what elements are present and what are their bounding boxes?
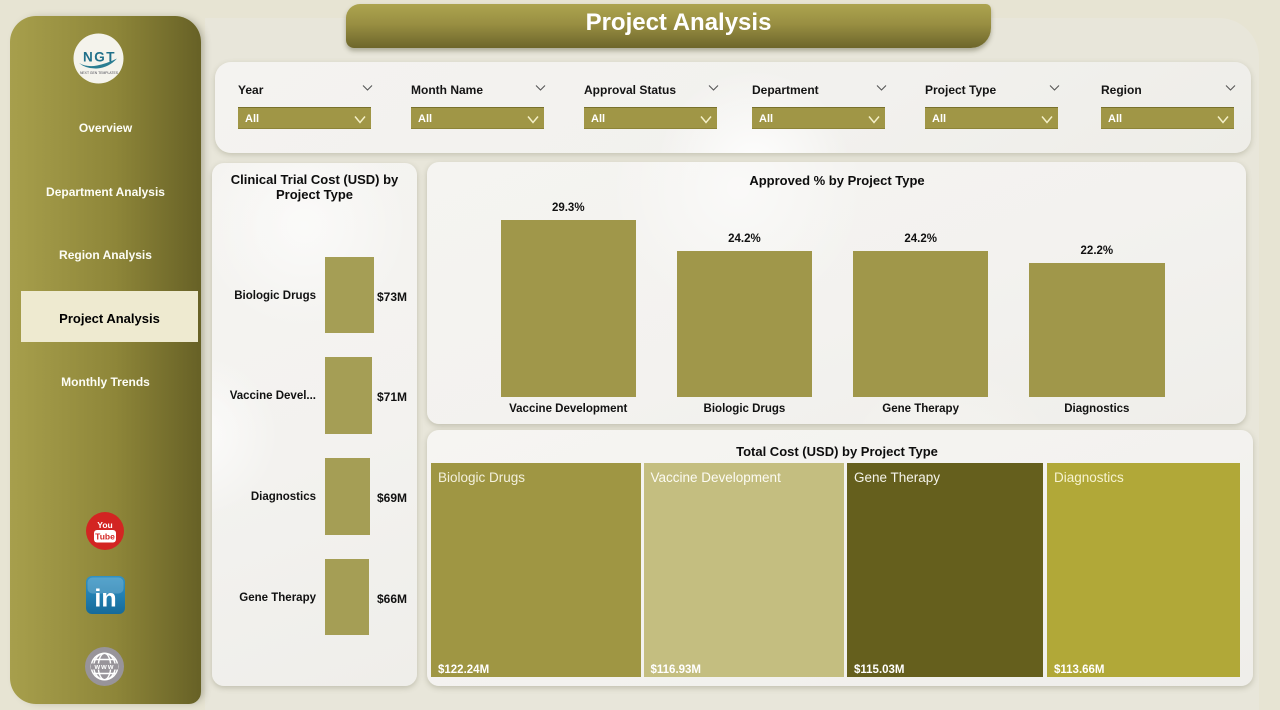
svg-text:You: You bbox=[97, 520, 112, 530]
svg-text:Tube: Tube bbox=[95, 532, 115, 542]
svg-text:www: www bbox=[93, 662, 114, 671]
svg-text:NGT: NGT bbox=[83, 50, 116, 65]
svg-text:NEXT GEN TEMPLATES: NEXT GEN TEMPLATES bbox=[80, 71, 119, 75]
svg-text:in: in bbox=[94, 585, 116, 613]
